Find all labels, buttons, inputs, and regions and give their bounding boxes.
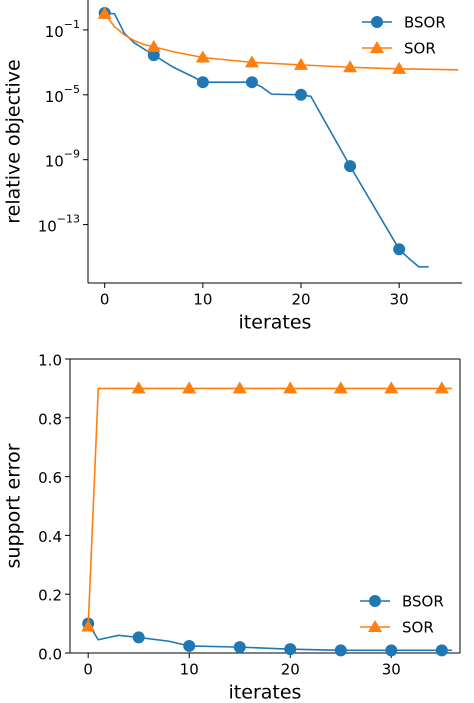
marker <box>132 631 145 644</box>
marker <box>146 39 161 52</box>
marker <box>392 61 407 74</box>
marker <box>81 619 96 632</box>
marker <box>368 620 382 632</box>
marker <box>343 60 358 73</box>
legend-label: BSOR <box>404 14 446 32</box>
marker <box>131 381 146 394</box>
marker <box>183 639 196 652</box>
x-tick-label: 30 <box>390 291 409 309</box>
y-tick-label: 0.8 <box>38 410 62 428</box>
y-tick-label: 10−9 <box>45 148 80 171</box>
marker <box>384 381 399 394</box>
marker <box>232 381 247 394</box>
marker <box>295 88 308 101</box>
y-tick-label: 10−13 <box>38 213 80 236</box>
y-tick-label: 0.6 <box>38 469 62 487</box>
marker <box>283 381 298 394</box>
marker <box>195 50 210 63</box>
x-tick-label: 0 <box>100 291 110 309</box>
marker <box>97 6 112 19</box>
y-tick-label: 0.2 <box>38 587 62 605</box>
series-line <box>87 387 452 627</box>
marker <box>333 381 348 394</box>
marker <box>196 76 209 89</box>
x-tick-label: 20 <box>281 661 300 679</box>
marker <box>371 16 383 28</box>
marker <box>147 49 160 62</box>
legend-label: SOR <box>404 40 436 58</box>
legend-label: SOR <box>402 619 434 637</box>
marker <box>435 644 448 657</box>
y-tick-label: 10−5 <box>45 83 80 106</box>
x-axis-title: iterates <box>239 312 312 334</box>
marker <box>369 595 381 607</box>
series-line <box>87 623 452 652</box>
marker <box>385 644 398 657</box>
y-tick-label: 1.0 <box>38 352 62 370</box>
marker <box>182 381 197 394</box>
marker <box>334 644 347 657</box>
legend-label: BSOR <box>402 593 444 611</box>
x-tick-label: 30 <box>382 661 401 679</box>
y-tick-label: 10−1 <box>45 18 80 40</box>
y-tick-label: 0.4 <box>38 528 62 546</box>
x-axis-title: iterates <box>229 682 302 703</box>
x-tick-label: 20 <box>291 291 310 309</box>
marker <box>244 55 259 68</box>
y-tick-label: 0.0 <box>38 646 62 664</box>
marker <box>233 641 246 654</box>
marker <box>245 76 258 89</box>
x-tick-label: 0 <box>83 661 93 679</box>
y-axis-title: support error <box>3 443 25 568</box>
marker <box>344 160 357 173</box>
y-axis-title: relative objective <box>3 59 25 223</box>
marker <box>434 381 449 394</box>
marker <box>393 243 406 256</box>
x-tick-label: 10 <box>180 661 199 679</box>
marker <box>370 41 384 53</box>
marker <box>284 643 297 656</box>
marker <box>294 57 309 70</box>
x-tick-label: 10 <box>193 291 212 309</box>
